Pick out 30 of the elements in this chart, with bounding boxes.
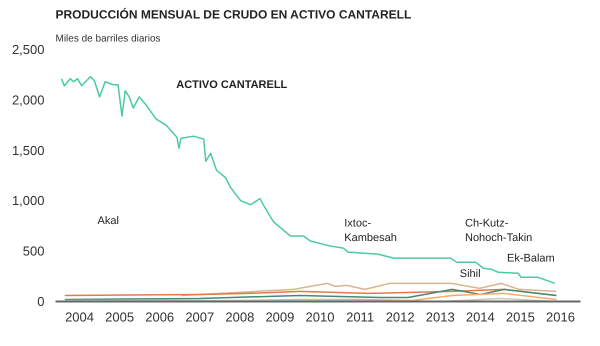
x-tick-label: 2004 (65, 310, 94, 324)
line-series (60, 76, 556, 284)
y-tick-label: 2,000 (12, 92, 45, 108)
x-tick-label: 2005 (105, 310, 134, 324)
x-tick-label: 2014 (466, 310, 495, 324)
chart-title: PRODUCCIÓN MENSUAL DE CRUDO EN ACTIVO CANTARELL (56, 8, 412, 22)
annotation: Ch-Kutz- Nohoch-Takin (465, 218, 532, 244)
x-tick-label: 2012 (386, 310, 415, 324)
annotation: ACTIVO CANTARELL (176, 78, 288, 91)
annotation: Ek-Balam (507, 252, 555, 265)
x-tick-label: 2008 (225, 310, 254, 324)
x-tick-label: 2013 (426, 310, 455, 324)
y-tick-label: 2,500 (12, 42, 45, 57)
x-tick-label: 2007 (185, 310, 214, 324)
line-series (180, 282, 557, 296)
y-tick-label: 1,500 (12, 142, 45, 158)
y-tick-label: 500 (22, 244, 45, 259)
x-tick-label: 2009 (265, 310, 294, 324)
chart-subtitle: Miles de barriles diarios (56, 34, 161, 44)
y-tick-label: 1,000 (12, 193, 45, 208)
annotation: Akal (98, 214, 119, 227)
annotation: Sihil (460, 268, 481, 280)
line-series (64, 288, 558, 300)
x-tick-label: 2015 (506, 310, 535, 324)
annotation: Ixtoc- Kambesah (344, 218, 397, 244)
x-tick-label: 2016 (546, 310, 575, 324)
x-tick-label: 2010 (306, 310, 334, 324)
x-tick-label: 2006 (145, 310, 174, 324)
y-tick-label: 0 (37, 294, 45, 309)
x-tick-label: 2011 (346, 310, 374, 324)
